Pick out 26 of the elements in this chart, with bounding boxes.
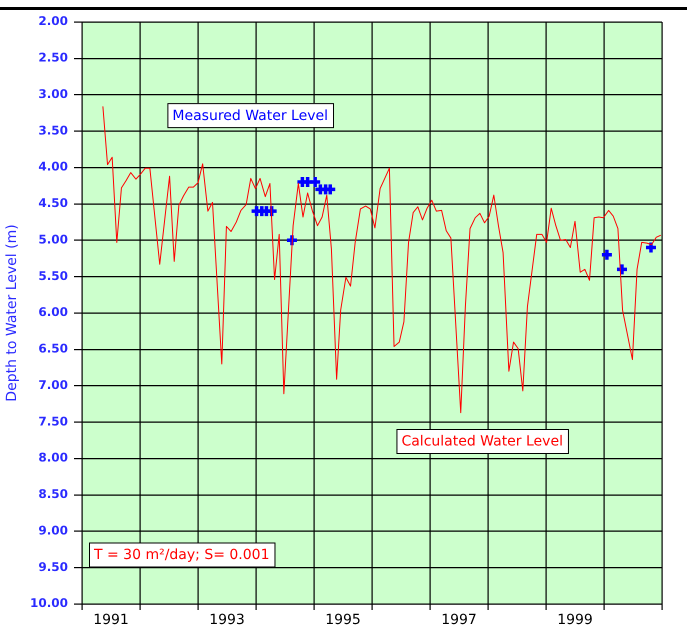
x-tick-label: 1993 xyxy=(209,612,245,628)
text: Measured Water Level xyxy=(172,108,328,124)
y-tick-label: 3.50 xyxy=(38,123,68,138)
y-tick-label: 8.00 xyxy=(38,450,68,465)
x-tick-label: 1995 xyxy=(325,612,361,628)
y-axis-title: Depth to Water Level (m) xyxy=(4,224,20,402)
y-tick-label: 10.00 xyxy=(30,596,68,610)
y-tick-label: 6.50 xyxy=(38,342,68,356)
y-tick-label: 2.00 xyxy=(38,14,68,28)
y-tick-label: 4.00 xyxy=(38,160,68,174)
annotation: T = 30 m²/day; S= 0.001 xyxy=(93,547,270,564)
y-tick-label: 5.00 xyxy=(38,232,68,246)
x-tick-label: 1991 xyxy=(93,612,129,628)
y-tick-label: 7.00 xyxy=(38,378,68,392)
y-tick-label: 9.00 xyxy=(38,523,68,538)
y-tick-label: 2.50 xyxy=(38,50,68,64)
y-tick-label: 9.50 xyxy=(38,560,68,574)
text: Calculated Water Level xyxy=(401,434,563,450)
y-tick-label: 5.50 xyxy=(38,268,68,283)
y-tick-label: 7.50 xyxy=(38,414,68,428)
y-tick-label: 4.50 xyxy=(38,196,68,210)
x-tick-label: 1999 xyxy=(557,612,593,628)
x-tick-label: 1997 xyxy=(441,612,477,628)
y-tick-label: 8.50 xyxy=(38,487,68,501)
y-tick-label: 6.00 xyxy=(38,305,68,320)
y-tick-label: 3.00 xyxy=(38,86,68,101)
